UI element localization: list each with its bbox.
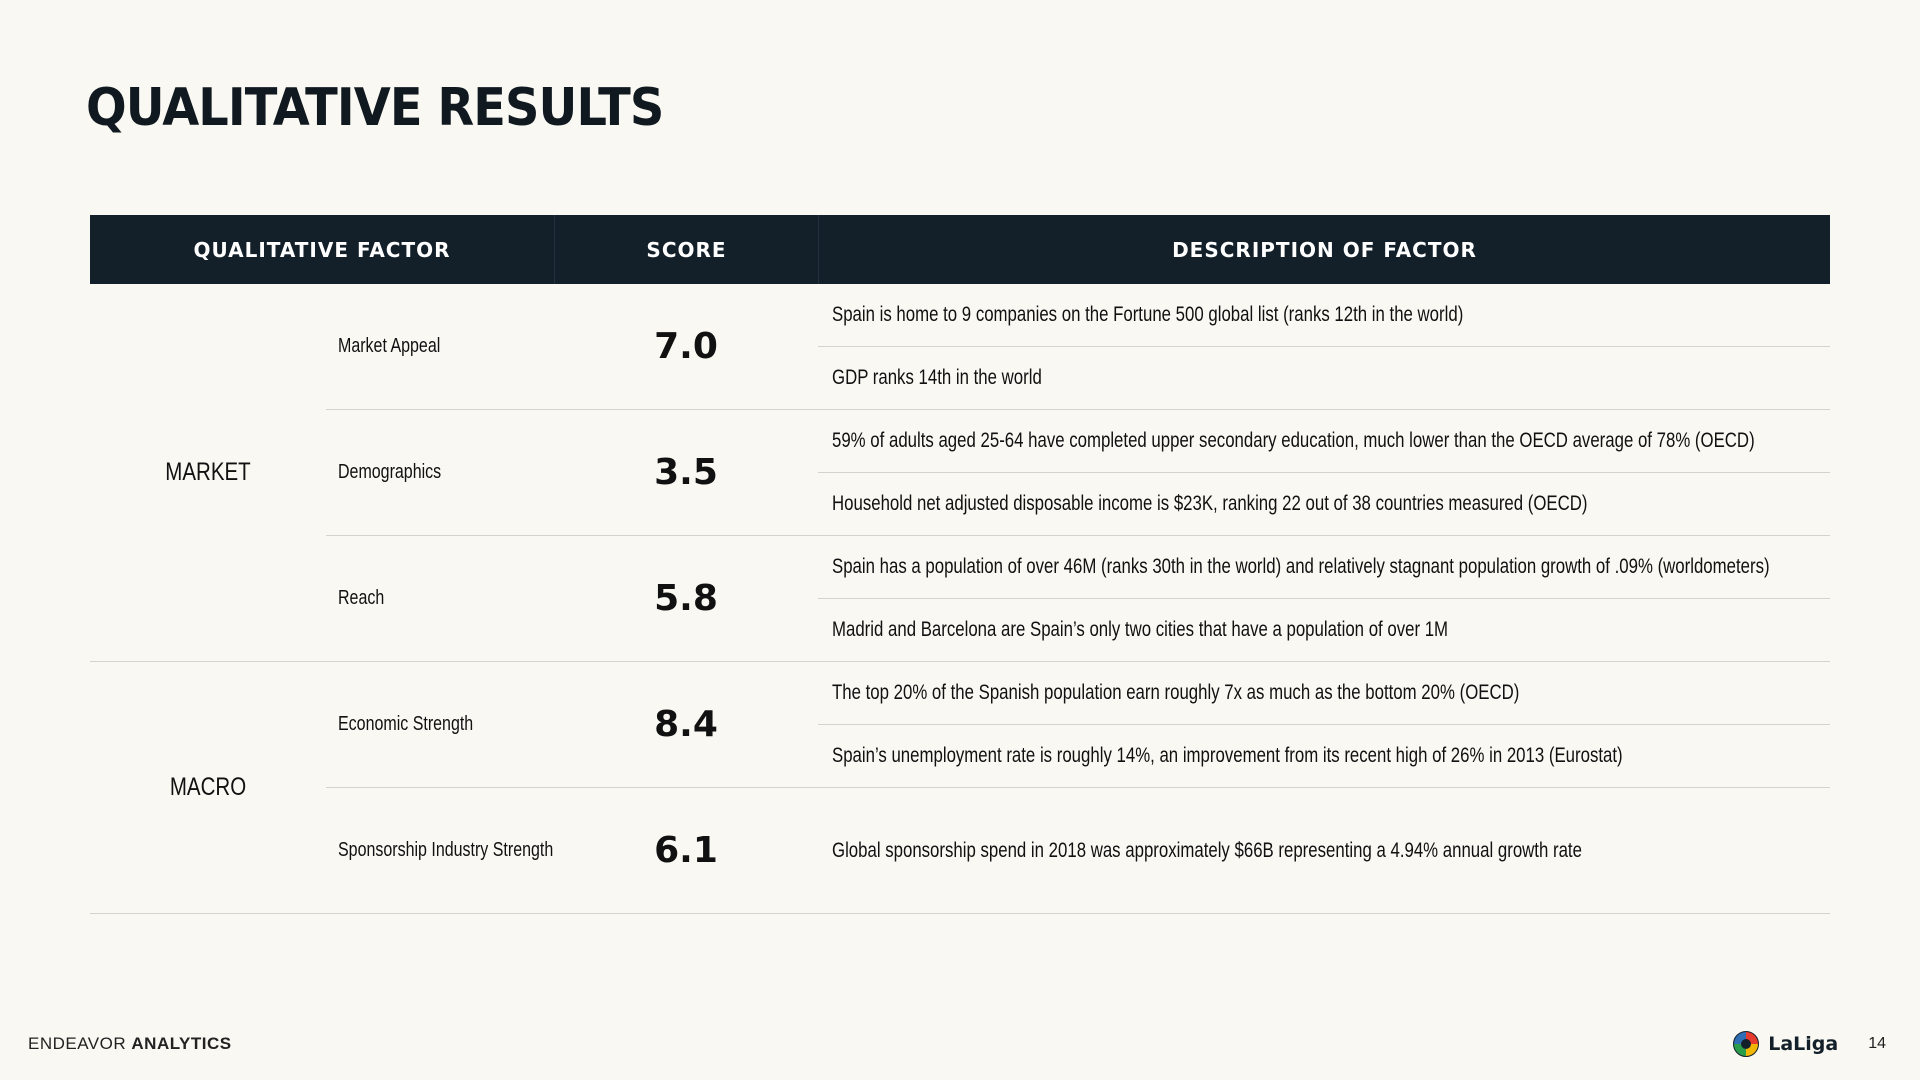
factor-description: Spain is home to 9 companies on the Fort… (832, 303, 1464, 326)
factor-description: 59% of adults aged 25-64 have completed … (832, 429, 1755, 452)
page-number: 14 (1868, 1035, 1886, 1052)
factor-description: Household net adjusted disposable income… (832, 492, 1588, 515)
group-macro: MACRO Economic Strength 8.4 The top 20% … (90, 662, 1830, 914)
factor-description: The top 20% of the Spanish population ea… (832, 681, 1520, 704)
factor-score: 3.5 (654, 452, 718, 493)
factor-name: Sponsorship Industry Strength (338, 839, 554, 861)
header-score: SCORE (554, 215, 818, 284)
factor-score: 8.4 (654, 704, 718, 745)
brand-bold: ANALYTICS (131, 1034, 232, 1053)
group-label: MARKET (165, 458, 251, 486)
laliga-logo-text: LaLiga (1768, 1033, 1839, 1055)
factor-descriptions: Spain has a population of over 46M (rank… (818, 536, 1830, 661)
factor-descriptions: Spain is home to 9 companies on the Fort… (818, 284, 1830, 409)
factor-name: Market Appeal (338, 335, 441, 357)
group-factors: Economic Strength 8.4 The top 20% of the… (326, 662, 1830, 913)
factor-row-demographics: Demographics 3.5 59% of adults aged 25-6… (326, 409, 1830, 535)
factor-name: Reach (338, 587, 385, 609)
factor-description: Global sponsorship spend in 2018 was app… (832, 838, 1582, 862)
table-header: QUALITATIVE FACTOR SCORE DESCRIPTION OF … (90, 215, 1830, 284)
laliga-logo-icon (1733, 1031, 1760, 1057)
header-qualitative-factor: QUALITATIVE FACTOR (193, 237, 451, 262)
factor-row-sponsorship-industry-strength: Sponsorship Industry Strength 6.1 Global… (326, 787, 1830, 913)
group-market: MARKET Market Appeal 7.0 Spain is home t… (90, 284, 1830, 662)
factor-row-economic-strength: Economic Strength 8.4 The top 20% of the… (326, 662, 1830, 787)
factor-description: Spain has a population of over 46M (rank… (832, 555, 1770, 578)
factor-score: 5.8 (654, 578, 718, 619)
qualitative-results-table: QUALITATIVE FACTOR SCORE DESCRIPTION OF … (90, 215, 1830, 914)
factor-descriptions: 59% of adults aged 25-64 have completed … (818, 410, 1830, 535)
endeavor-analytics-brand: ENDEAVOR ANALYTICS (28, 1034, 232, 1054)
footer-right: LaLiga 14 (1732, 1030, 1886, 1058)
factor-row-market-appeal: Market Appeal 7.0 Spain is home to 9 com… (326, 284, 1830, 409)
group-factors: Market Appeal 7.0 Spain is home to 9 com… (326, 284, 1830, 661)
factor-row-reach: Reach 5.8 Spain has a population of over… (326, 535, 1830, 661)
group-label: MACRO (169, 773, 247, 801)
header-description: DESCRIPTION OF FACTOR (818, 215, 1830, 284)
factor-score: 7.0 (654, 326, 718, 367)
factor-description: Madrid and Barcelona are Spain’s only tw… (832, 618, 1449, 641)
page-title: QUALITATIVE RESULTS (86, 78, 664, 138)
factor-name: Economic Strength (338, 713, 474, 735)
factor-name: Demographics (338, 461, 442, 483)
factor-description: Spain’s unemployment rate is roughly 14%… (832, 744, 1623, 767)
factor-descriptions: The top 20% of the Spanish population ea… (818, 662, 1830, 787)
brand-light: ENDEAVOR (28, 1034, 127, 1053)
factor-description: GDP ranks 14th in the world (832, 366, 1042, 389)
factor-descriptions: Global sponsorship spend in 2018 was app… (818, 788, 1830, 913)
factor-score: 6.1 (654, 830, 718, 871)
